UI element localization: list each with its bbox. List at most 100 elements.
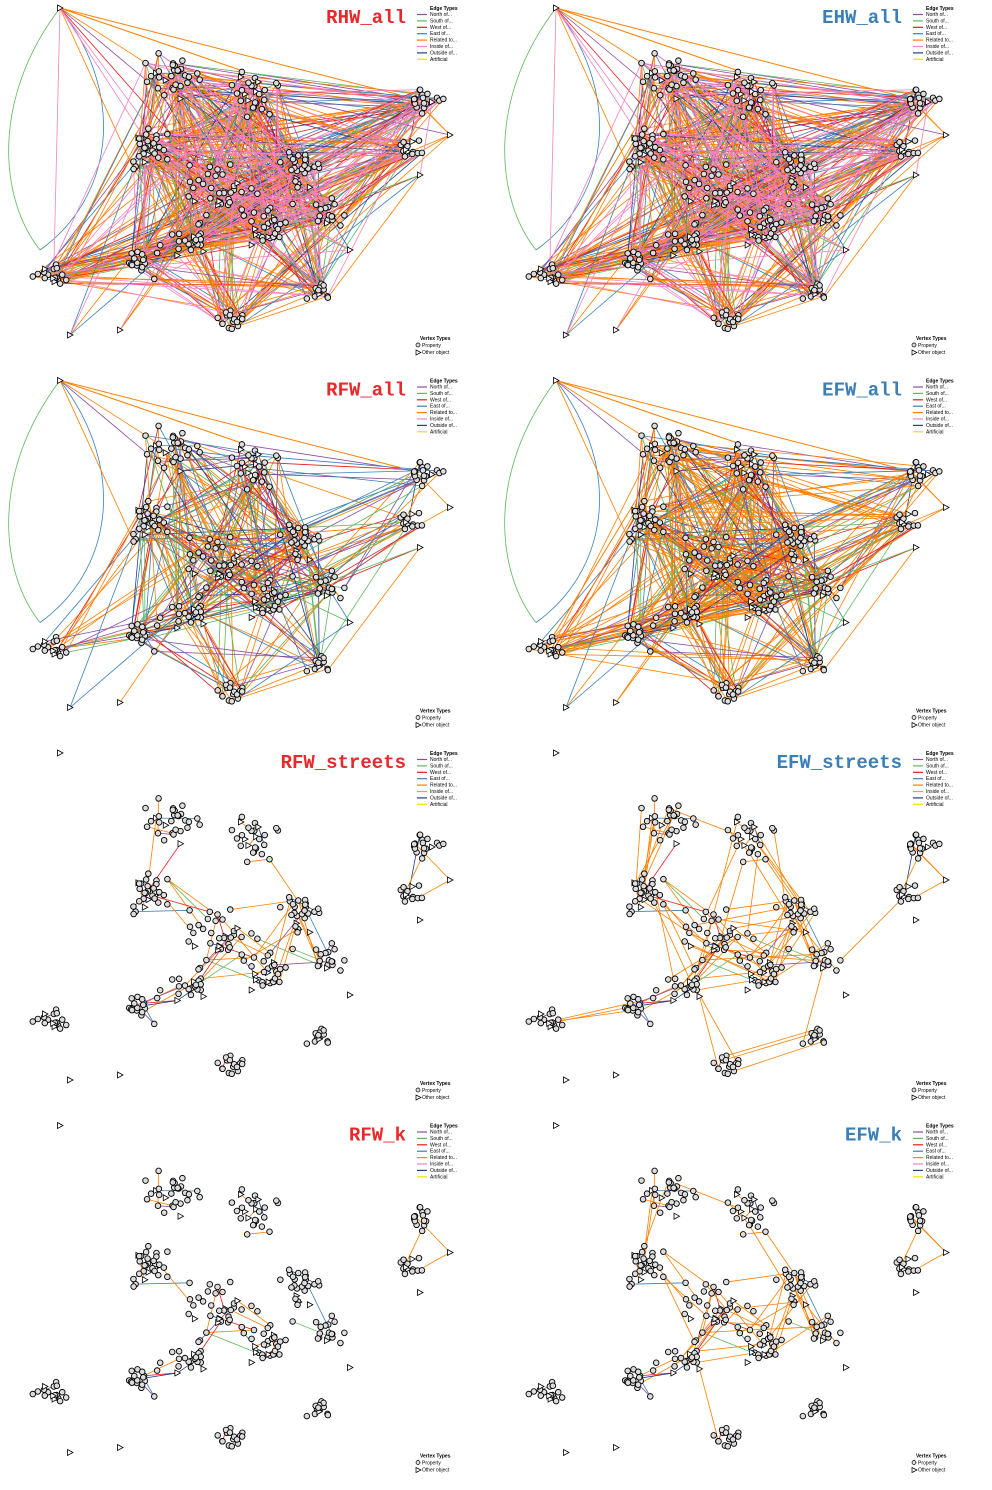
vertex-property xyxy=(530,643,538,650)
vertex-property xyxy=(646,140,653,147)
edge xyxy=(751,91,803,163)
vertex-property xyxy=(260,957,267,965)
edge xyxy=(748,480,760,614)
vertex-other xyxy=(696,992,704,1001)
vertex-other xyxy=(905,510,913,518)
edge xyxy=(565,554,687,708)
vertex-other xyxy=(751,78,759,86)
edge xyxy=(230,937,268,956)
vertex-property xyxy=(760,579,768,587)
vertex-property xyxy=(175,230,183,238)
edge xyxy=(66,637,137,653)
edge xyxy=(641,506,820,663)
vertex-property xyxy=(331,573,338,580)
vertex-property xyxy=(199,925,207,933)
vertex-property xyxy=(142,1177,149,1184)
vertex-other xyxy=(174,996,182,1005)
vertex-property xyxy=(643,817,651,825)
panel-title: RFW_streets xyxy=(281,752,406,774)
edge xyxy=(627,635,737,692)
vertex-property xyxy=(186,551,194,558)
edge xyxy=(139,155,263,241)
vertex-property xyxy=(627,627,634,635)
vertex-property xyxy=(317,578,324,586)
vertex-other xyxy=(899,891,906,899)
edge xyxy=(652,473,911,513)
vertex-property xyxy=(652,987,660,994)
vertex-property xyxy=(238,68,246,76)
edge xyxy=(655,155,787,246)
edge xyxy=(141,253,218,319)
edge xyxy=(251,518,408,595)
vertex-property xyxy=(650,85,658,92)
vertex-property xyxy=(415,137,423,144)
vertex-other xyxy=(177,467,185,475)
edge xyxy=(823,174,917,298)
edge xyxy=(639,898,715,951)
vertex-property xyxy=(724,454,732,461)
edge xyxy=(215,81,259,177)
vertex-other xyxy=(191,570,199,578)
edge xyxy=(673,70,812,297)
legend-label: Property xyxy=(422,716,441,722)
edge xyxy=(696,607,755,618)
vertex-property xyxy=(175,975,183,983)
vertex-property xyxy=(690,815,697,822)
vertex-property xyxy=(420,472,428,479)
vertex-property xyxy=(754,105,762,113)
edge xyxy=(192,187,197,241)
edge xyxy=(630,537,801,632)
vertex-property xyxy=(151,895,158,902)
vertex-property xyxy=(656,519,664,526)
edge xyxy=(909,843,947,881)
edge xyxy=(727,85,765,238)
vertex-property xyxy=(155,440,163,448)
vertex-property xyxy=(652,614,660,622)
vertex-other xyxy=(238,1190,245,1199)
vertex-other xyxy=(905,137,913,146)
vertex-property xyxy=(155,1191,163,1199)
edge xyxy=(533,273,824,297)
vertex-property xyxy=(906,95,914,103)
vertex-property xyxy=(292,178,299,185)
vertex-property xyxy=(199,1298,207,1305)
vertex-property xyxy=(135,507,143,515)
vertex-property xyxy=(690,442,697,450)
vertex-property xyxy=(341,584,348,592)
legend-title: Edge Types xyxy=(926,751,954,757)
vertex-property xyxy=(641,125,648,132)
edge xyxy=(130,219,333,265)
vertex-property xyxy=(770,225,778,233)
vertex-property xyxy=(827,945,834,953)
edge xyxy=(154,651,324,659)
edge xyxy=(189,553,299,558)
legend-label: North of... xyxy=(926,12,948,18)
vertex-property xyxy=(271,216,278,224)
vertex-property xyxy=(773,158,780,166)
vertex-property xyxy=(164,875,171,883)
vertex-other xyxy=(255,450,263,459)
vertex-other xyxy=(658,76,666,84)
vertex-property xyxy=(671,975,679,983)
vertex-property xyxy=(131,627,138,635)
edge xyxy=(163,522,269,601)
edge xyxy=(328,152,419,216)
edge xyxy=(703,838,742,920)
vertex-other xyxy=(546,274,554,283)
edge xyxy=(263,207,326,228)
vertex-property xyxy=(138,623,146,631)
edge xyxy=(65,510,142,653)
vertex-property xyxy=(254,190,261,197)
vertex-property xyxy=(141,1262,148,1269)
vertex-property xyxy=(314,962,322,970)
edge xyxy=(241,71,293,205)
vertex-property xyxy=(160,891,168,899)
vertex-property xyxy=(626,530,633,538)
edge xyxy=(805,524,910,561)
vertex-property xyxy=(285,894,293,901)
edge xyxy=(711,454,755,549)
vertex-property xyxy=(295,1269,302,1277)
vertex-property xyxy=(745,476,753,484)
vertex-property xyxy=(243,858,251,866)
vertex-other xyxy=(751,450,759,459)
